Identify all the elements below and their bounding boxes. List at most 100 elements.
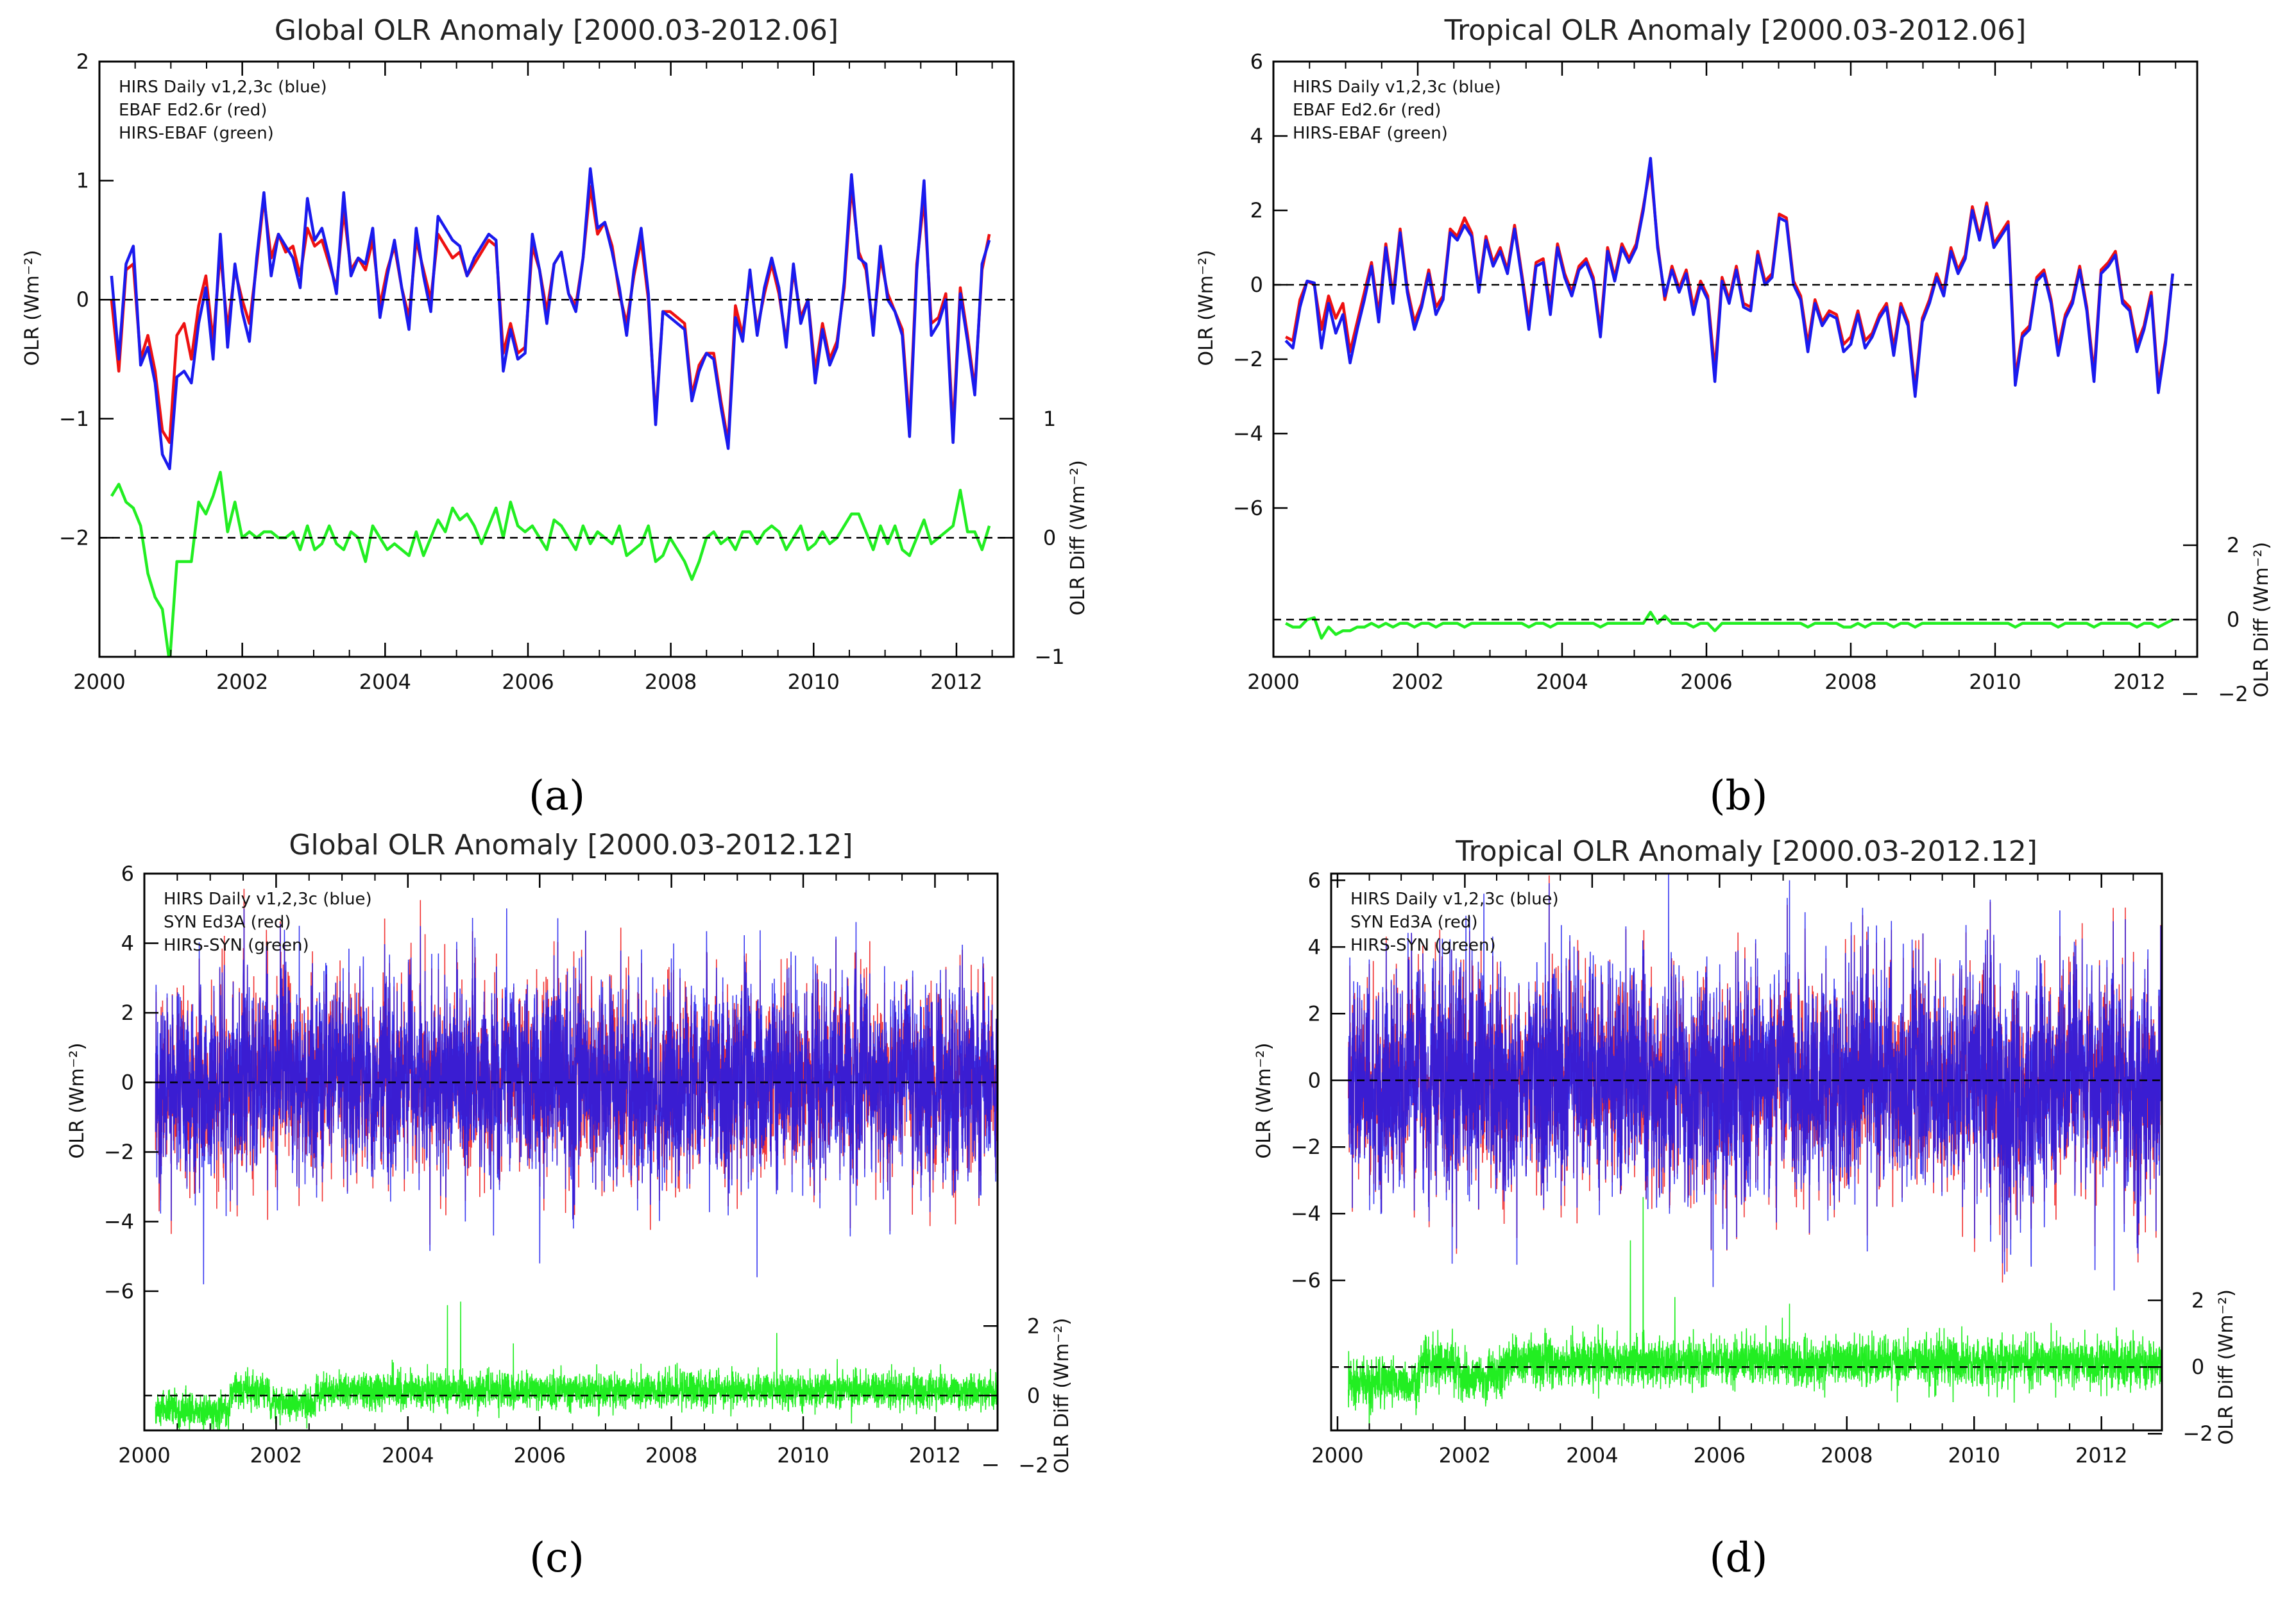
y-tick-label: 6 bbox=[1250, 49, 1263, 74]
legend-entry: HIRS-EBAF (green) bbox=[119, 124, 274, 143]
y2-tick-label: 2 bbox=[2227, 533, 2240, 557]
y-tick-label: 4 bbox=[1308, 935, 1321, 959]
x-tick-label: 2006 bbox=[502, 670, 554, 694]
y-axis-label: OLR (Wm⁻²) bbox=[66, 1043, 89, 1159]
y-tick-label: 2 bbox=[121, 1001, 134, 1025]
y2-axis-label: OLR Diff (Wm⁻²) bbox=[1067, 460, 1089, 616]
series-line-blue bbox=[110, 167, 991, 471]
y2-axis-label: OLR Diff (Wm⁻²) bbox=[2215, 1289, 2238, 1445]
plot-frame bbox=[1272, 60, 2198, 658]
chart-title: Tropical OLR Anomaly [2000.03-2012.12] bbox=[1455, 835, 2037, 868]
y-tick-label: 2 bbox=[1308, 1001, 1321, 1026]
series-line-green bbox=[110, 471, 991, 657]
legend-entry: SYN Ed3A (red) bbox=[164, 913, 291, 932]
plot-frame bbox=[1330, 872, 2163, 1432]
y-tick-label: 4 bbox=[121, 931, 134, 956]
y-tick-label: −4 bbox=[104, 1210, 134, 1234]
x-tick-label: 2008 bbox=[1824, 670, 1876, 694]
x-tick-label: 2010 bbox=[1948, 1443, 2000, 1468]
x-tick-label: 2002 bbox=[216, 670, 268, 694]
y-tick-label: 1 bbox=[76, 169, 89, 193]
plot-frame bbox=[98, 60, 1015, 658]
x-tick-label: 2000 bbox=[1311, 1443, 1363, 1468]
legend-entry: SYN Ed3A (red) bbox=[1350, 913, 1478, 932]
panel-label: (b) bbox=[1710, 772, 1768, 820]
chart-title: Global OLR Anomaly [2000.03-2012.12] bbox=[289, 829, 853, 861]
x-tick-label: 2004 bbox=[1536, 670, 1588, 694]
plot-data bbox=[1348, 874, 2162, 1430]
x-tick-label: 2006 bbox=[513, 1443, 565, 1468]
y-tick-label: −2 bbox=[59, 525, 89, 550]
chart-a: Global OLR Anomaly [2000.03-2012.06] 2000… bbox=[21, 14, 1089, 820]
y2-tick-label: 0 bbox=[2227, 607, 2240, 632]
legend-entry: HIRS Daily v1,2,3c (blue) bbox=[1350, 890, 1559, 909]
y2-axis-label: OLR Diff (Wm⁻²) bbox=[2250, 542, 2273, 698]
x-tick-label: 2010 bbox=[777, 1443, 829, 1468]
x-tick-label: 2006 bbox=[1694, 1443, 1746, 1468]
plot-data bbox=[110, 167, 991, 657]
y-axis-label: OLR (Wm⁻²) bbox=[1195, 250, 1218, 366]
y2-tick-label: 0 bbox=[1043, 525, 1056, 550]
y-tick-label: 6 bbox=[1308, 868, 1321, 892]
y-tick-label: −6 bbox=[104, 1279, 134, 1303]
panel-label: (a) bbox=[529, 772, 585, 820]
plot-data bbox=[155, 888, 998, 1430]
legend-entry: HIRS Daily v1,2,3c (blue) bbox=[164, 890, 372, 909]
legend-entry: HIRS Daily v1,2,3c (blue) bbox=[1293, 78, 1501, 97]
legend-entry: HIRS Daily v1,2,3c (blue) bbox=[119, 78, 327, 97]
y-tick-label: −2 bbox=[1233, 347, 1263, 371]
y-tick-label: −4 bbox=[1233, 421, 1263, 446]
legend-entry: EBAF Ed2.6r (red) bbox=[1293, 101, 1441, 120]
y-tick-label: −2 bbox=[104, 1140, 134, 1164]
y-axis-label: OLR (Wm⁻²) bbox=[21, 250, 44, 366]
x-tick-label: 2010 bbox=[788, 670, 840, 694]
x-tick-label: 2000 bbox=[1247, 670, 1299, 694]
y2-tick-label: 0 bbox=[1027, 1384, 1040, 1408]
x-tick-label: 2012 bbox=[909, 1443, 961, 1468]
x-tick-label: 2008 bbox=[645, 1443, 697, 1468]
x-tick-label: 2012 bbox=[930, 670, 982, 694]
series-line-blue bbox=[1284, 157, 2175, 398]
x-tick-label: 2002 bbox=[250, 1443, 302, 1468]
series-line-green bbox=[1348, 1197, 2162, 1430]
x-tick-label: 2000 bbox=[118, 1443, 170, 1468]
y-axis-label: OLR (Wm⁻²) bbox=[1253, 1043, 1275, 1159]
y-tick-label: 0 bbox=[76, 287, 89, 312]
y2-tick-label: −1 bbox=[1034, 645, 1064, 669]
series-line-green bbox=[155, 1301, 998, 1430]
chart-title: Global OLR Anomaly [2000.03-2012.06] bbox=[275, 14, 838, 47]
chart-title: Tropical OLR Anomaly [2000.03-2012.06] bbox=[1444, 14, 2027, 47]
series-line-blue bbox=[1348, 874, 2162, 1291]
y-tick-label: −6 bbox=[1291, 1268, 1321, 1292]
y-tick-label: 0 bbox=[1250, 273, 1263, 297]
panel-label: (c) bbox=[529, 1534, 584, 1582]
y-tick-label: 0 bbox=[121, 1071, 134, 1095]
x-tick-label: 2012 bbox=[2075, 1443, 2127, 1468]
legend-entry: HIRS-SYN (green) bbox=[164, 936, 309, 955]
x-tick-label: 2002 bbox=[1391, 670, 1443, 694]
y-tick-label: −2 bbox=[1291, 1135, 1321, 1159]
chart-b: Tropical OLR Anomaly [2000.03-2012.06]20… bbox=[1195, 14, 2273, 820]
y-tick-label: 2 bbox=[76, 49, 89, 74]
y2-tick-label: −2 bbox=[1018, 1453, 1048, 1477]
legend-entry: HIRS-EBAF (green) bbox=[1293, 124, 1448, 143]
x-tick-label: 2010 bbox=[1969, 670, 2021, 694]
series-line-blue bbox=[155, 908, 998, 1285]
legend-entry: EBAF Ed2.6r (red) bbox=[119, 101, 267, 120]
y2-tick-label: 2 bbox=[1027, 1314, 1040, 1338]
x-tick-label: 2000 bbox=[73, 670, 125, 694]
x-tick-label: 2006 bbox=[1680, 670, 1732, 694]
x-tick-label: 2004 bbox=[1566, 1443, 1618, 1468]
y-tick-label: −1 bbox=[59, 407, 89, 431]
y-tick-label: 2 bbox=[1250, 198, 1263, 223]
chart-c: Global OLR Anomaly [2000.03-2012.12] 2000… bbox=[66, 829, 1073, 1582]
y2-tick-label: 0 bbox=[2191, 1355, 2204, 1379]
y2-axis-label: OLR Diff (Wm⁻²) bbox=[1051, 1317, 1073, 1473]
y2-tick-label: −2 bbox=[2218, 682, 2248, 706]
y2-tick-label: 1 bbox=[1043, 407, 1056, 431]
y2-tick-label: −2 bbox=[2182, 1421, 2213, 1446]
y-tick-label: 4 bbox=[1250, 124, 1263, 148]
chart-d: Tropical OLR Anomaly [2000.03-2012.12]20… bbox=[1253, 835, 2238, 1582]
plot-data bbox=[1284, 157, 2175, 640]
